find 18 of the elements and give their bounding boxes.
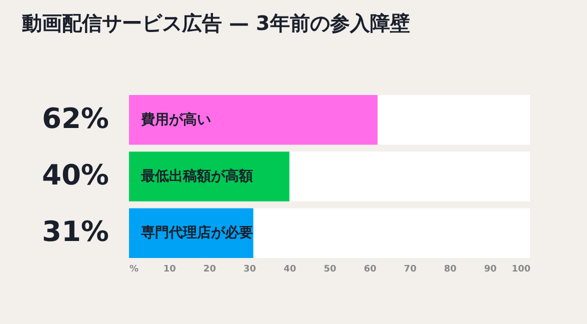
x-tick-label: 20 — [203, 264, 216, 274]
x-tick-label: 50 — [324, 264, 336, 274]
data-label: 40% — [42, 158, 109, 192]
y-tick-label: 最低出稿額が高額 — [140, 168, 253, 184]
data-label: 31% — [42, 215, 109, 248]
x-tick-label: 100 — [512, 264, 530, 274]
x-tick-label: 30 — [244, 264, 256, 274]
x-tick-label: 60 — [364, 264, 376, 274]
x-tick-label: % — [130, 264, 139, 274]
x-tick-label: 90 — [484, 264, 497, 274]
y-tick-label: 専門代理店が必要 — [140, 224, 253, 242]
chart-title: 動画配信サービス広告 — 3年前の参入障壁 — [20, 11, 410, 35]
data-label: 62% — [42, 102, 109, 135]
x-tick-label: 40 — [284, 264, 296, 274]
x-tick-label: 70 — [404, 264, 416, 274]
x-tick-label: 10 — [163, 264, 176, 274]
x-tick-label: 80 — [444, 264, 457, 274]
y-tick-label: 費用が高い — [140, 110, 211, 128]
